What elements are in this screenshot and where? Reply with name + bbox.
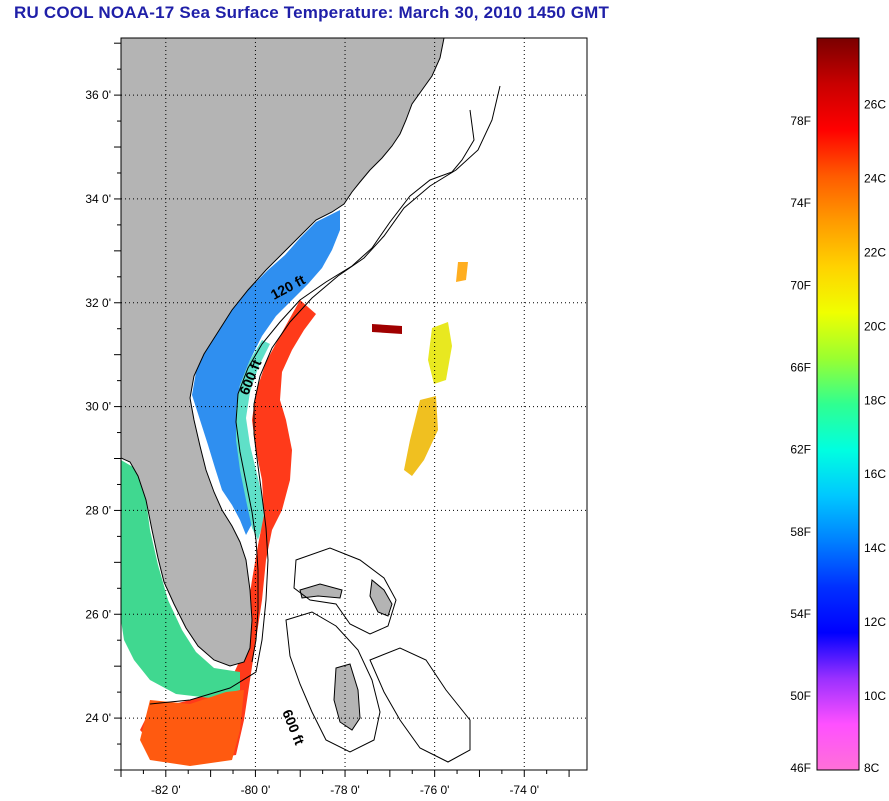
sst-gulf-stream [140,300,316,760]
map-title: RU COOL NOAA-17 Sea Surface Temperature:… [14,3,610,22]
longitude-tick-label: -76 0' [420,783,450,797]
colorbar-f-label: 66F [790,360,811,374]
colorbar-c-label: 22C [864,245,886,259]
colorbar-c-label: 12C [864,615,886,629]
latitude-labels: 36 0' 34 0' 32 0' 30 0' 28 0' 26 0' 24 0' [85,88,111,725]
sst-data-layer [121,210,468,766]
isobath-600ft [149,85,501,705]
colorbar-c-label: 18C [864,393,886,407]
colorbar-c-label: 16C [864,467,886,481]
colorbar-c-label: 14C [864,541,886,555]
bahamas-grand-land [299,583,343,599]
colorbar-c-label: 24C [864,171,886,185]
colorbar-bar [816,37,860,771]
sst-yellow-patch-south [404,396,438,476]
sst-yellow-patch-north [428,322,452,384]
colorbar-f-label: 70F [790,278,811,292]
latitude-tick-label: 30 0' [85,400,111,414]
latitude-tick-label: 36 0' [85,88,111,102]
colorbar-f-label: 58F [790,525,811,539]
sst-dark-red-streaks [372,324,402,334]
map-plot-area: 120 ft 600 ft 600 ft [121,38,587,770]
axis-ticks [114,42,570,777]
graticule [121,38,587,770]
isobath-120ft [235,109,475,663]
map-frame [120,37,588,771]
us-mainland-land [121,38,445,667]
bahamas-andros-land [333,663,361,731]
isobath-great-bahama-bank [285,611,381,753]
isobath-contours [149,85,501,763]
colorbar-c-label: 10C [864,689,886,703]
latitude-tick-label: 28 0' [85,503,111,517]
longitude-tick-label: -80 0' [241,783,271,797]
bahamas-abaco-land [369,579,393,617]
colorbar-celsius-labels: 26C 24C 22C 20C 18C 16C 14C 12C 10C 8C [864,98,886,775]
latitude-tick-label: 34 0' [85,192,111,206]
isobath-bahamas-bank [293,547,397,635]
colorbar-c-label: 20C [864,319,886,333]
longitude-tick-label: -74 0' [509,783,539,797]
colorbar-f-label: 62F [790,443,811,457]
colorbar-f-label: 50F [790,689,811,703]
isobath-exumas [369,647,471,763]
latitude-tick-label: 26 0' [85,607,111,621]
colorbar-f-label: 78F [790,114,811,128]
latitude-tick-label: 24 0' [85,711,111,725]
sst-florida-west-coast [121,460,240,698]
sst-cool-shelf [192,210,340,535]
latitude-tick-label: 32 0' [85,296,111,310]
longitude-tick-label: -82 0' [151,783,181,797]
colorbar-c-label: 8C [864,761,880,775]
land-layer [121,38,445,731]
colorbar-f-label: 46F [790,761,811,775]
sst-mid-shelf [236,340,270,540]
longitude-labels: -82 0' -80 0' -78 0' -76 0' -74 0' [151,783,539,797]
colorbar: 78F 74F 70F 66F 62F 58F 54F 50F 46F 26C 24C 22C 20C… [790,37,886,775]
colorbar-c-label: 26C [864,98,886,112]
colorbar-fahrenheit-labels: 78F 74F 70F 66F 62F 58F 54F 50F 46F [790,114,811,775]
colorbar-f-label: 54F [790,607,811,621]
sst-orange-patch [456,262,468,282]
colorbar-f-label: 74F [790,196,811,210]
longitude-tick-label: -78 0' [330,783,360,797]
